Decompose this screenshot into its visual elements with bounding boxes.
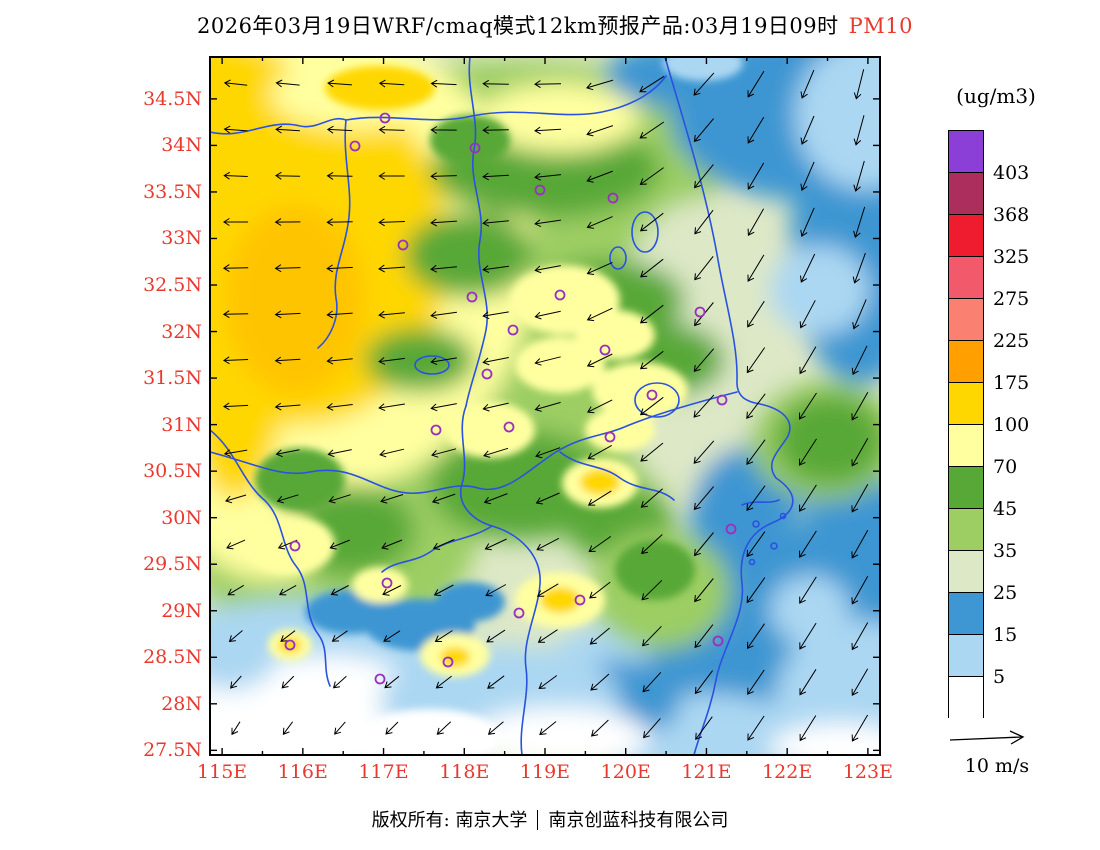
- colorbar-body: 403 368 325 275 225 175 100 70 45 35 25 15 5: [948, 130, 1029, 719]
- lat-tick-label: 30N: [161, 506, 202, 529]
- colorbar-label: 5: [993, 666, 1006, 688]
- lat-axis: 34.5N 34N 33.5N 33N 32.5N 32N 31.5N 31N 30.5N 30N…: [118, 0, 204, 850]
- colorbar-segment: [949, 593, 983, 635]
- colorbar-segment: [949, 341, 983, 383]
- lat-tick-label: 28.5N: [143, 646, 202, 669]
- colorbar-segment: [949, 383, 983, 425]
- title-pollutant: PM10: [848, 14, 914, 38]
- copyright-company: 南京创蓝科技有限公司: [548, 810, 729, 831]
- lat-tick-label: 34.5N: [143, 87, 202, 110]
- lat-tick-label: 29N: [161, 599, 202, 622]
- colorbar-label: 275: [993, 288, 1030, 310]
- colorbar-label: 35: [993, 540, 1018, 562]
- colorbar-segment: [949, 635, 983, 677]
- colorbar-unit: (ug/m3): [956, 84, 1036, 108]
- colorbar-label: 45: [993, 498, 1018, 520]
- lat-tick-label: 27.5N: [143, 739, 202, 762]
- wind-scale: 10 m/s: [942, 726, 1052, 777]
- lat-tick-label: 34N: [161, 134, 202, 157]
- wind-scale-arrow-icon: [949, 730, 1025, 745]
- lat-tick-label: 31.5N: [143, 367, 202, 390]
- lat-tick-label: 29.5N: [143, 553, 202, 576]
- colorbar-label: 15: [993, 624, 1018, 646]
- colorbar-label: 368: [993, 204, 1030, 226]
- page-title: 2026年03月19日WRF/cmaq模式12km预报产品:03月19日09时 P…: [40, 10, 1070, 40]
- colorbar-label: 100: [993, 414, 1030, 436]
- lat-tick-label: 33.5N: [143, 180, 202, 203]
- colorbar-segment: [949, 131, 983, 173]
- lat-tick-label: 28N: [161, 692, 202, 715]
- colorbar-label: 325: [993, 246, 1030, 268]
- colorbar-label: 403: [993, 162, 1030, 184]
- copyright-owner: 版权所有: 南京大学: [371, 810, 528, 831]
- colorbar-segment: [949, 509, 983, 551]
- lat-tick-label: 31N: [161, 413, 202, 436]
- colorbar-label: 175: [993, 372, 1030, 394]
- colorbar-segment: [949, 551, 983, 593]
- lat-tick-label: 30.5N: [143, 460, 202, 483]
- title-text: 2026年03月19日WRF/cmaq模式12km预报产品:03月19日09时: [196, 14, 839, 38]
- colorbar-segment: [949, 467, 983, 509]
- colorbar-segment: [949, 299, 983, 341]
- colorbar-segment: [949, 677, 983, 719]
- colorbar-segment: [949, 215, 983, 257]
- colorbar-label: 70: [993, 456, 1018, 478]
- lat-tick-label: 32.5N: [143, 274, 202, 296]
- colorbar-segment: [949, 173, 983, 215]
- colorbar-segment: [949, 425, 983, 467]
- colorbar-label: 225: [993, 330, 1030, 352]
- wind-scale-label: 10 m/s: [964, 755, 1030, 777]
- colorbar-segment: [949, 257, 983, 299]
- copyright: 版权所有: 南京大学 南京创蓝科技有限公司: [0, 806, 1100, 832]
- lat-tick-label: 32N: [161, 320, 202, 343]
- copyright-divider: [537, 810, 539, 830]
- lat-tick-label: 33N: [161, 227, 202, 250]
- colorbar-label: 25: [993, 582, 1018, 604]
